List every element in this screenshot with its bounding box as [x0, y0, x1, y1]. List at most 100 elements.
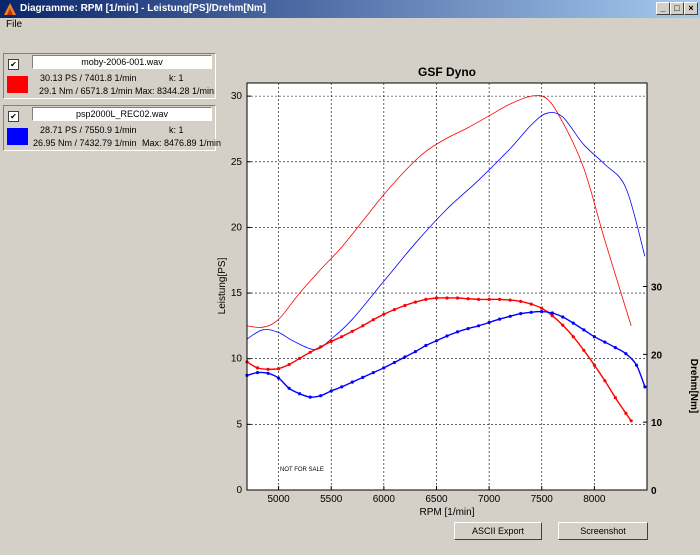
torque-curve-blue-point: [592, 335, 596, 339]
torque-curve-blue-point: [529, 310, 533, 314]
torque-curve-blue-point: [561, 315, 565, 319]
file-1-torque: 29.1 Nm / 6571.8 1/min: [39, 86, 133, 96]
menu-file[interactable]: File: [6, 19, 23, 30]
y2-tick-label: 30: [651, 283, 663, 294]
y-tick-label: 25: [231, 157, 243, 168]
file-panel-2: ✔ psp2000L_REC02.wav 28.71 PS / 7550.9 1…: [3, 105, 221, 151]
file-1-color-swatch[interactable]: [7, 76, 28, 93]
x-tick-label: 7500: [531, 494, 554, 505]
file-2-name[interactable]: psp2000L_REC02.wav: [32, 107, 212, 121]
torque-curve-red-point: [255, 366, 260, 370]
torque-curve-blue-point: [434, 339, 439, 343]
torque-curve-blue-point: [466, 327, 470, 331]
torque-curve-blue-point: [455, 330, 460, 334]
torque-curve-red-point: [403, 303, 407, 308]
torque-curve-blue-point: [392, 360, 396, 365]
screenshot-button[interactable]: Screenshot: [558, 522, 648, 540]
torque-curve-blue-point: [298, 392, 302, 396]
torque-curve-blue-point: [424, 343, 428, 348]
torque-curve-blue-point: [603, 340, 607, 344]
file-2-color-swatch[interactable]: [7, 128, 28, 145]
torque-curve-blue-point: [508, 314, 512, 318]
torque-curve-red-point: [592, 363, 596, 367]
torque-curve-red-point: [498, 297, 502, 301]
menu-bar: File: [0, 18, 700, 32]
plot-area: [247, 83, 647, 490]
y-tick-label: 0: [236, 485, 242, 496]
file-1-name[interactable]: moby-2006-001.wav: [32, 55, 212, 69]
y-tick-label: 20: [231, 222, 243, 233]
torque-curve-red-point: [582, 348, 586, 352]
torque-curve-blue-point: [519, 312, 523, 316]
power-curve-red: [246, 95, 632, 328]
torque-curve-red-point: [455, 296, 460, 300]
close-button[interactable]: ×: [684, 2, 698, 15]
torque-curve-red-point: [603, 379, 607, 383]
torque-curve-blue-point: [477, 324, 481, 328]
torque-curve-red-point: [424, 297, 428, 301]
torque-curve-blue-point: [582, 328, 586, 332]
torque-curve-blue-point: [287, 386, 291, 390]
x-tick-label: 5500: [320, 494, 343, 505]
torque-curve-red-point: [508, 298, 512, 302]
y-tick-label: 10: [231, 354, 243, 365]
torque-curve-blue-point: [371, 371, 375, 375]
power-curve-blue: [246, 112, 646, 350]
torque-curve-blue-point: [361, 375, 365, 379]
minimize-button[interactable]: _: [656, 2, 670, 15]
torque-curve-red-point: [266, 367, 270, 371]
y-tick-label: 30: [231, 91, 243, 102]
torque-curve-blue-point: [634, 363, 639, 367]
x-tick-label: 6500: [425, 494, 448, 505]
y2-tick-label: 10: [651, 418, 663, 429]
torque-curve-blue-point: [308, 395, 312, 399]
file-1-checkbox[interactable]: ✔: [8, 59, 19, 70]
torque-curve-blue-point: [571, 321, 575, 325]
file-1-k: k: 1: [169, 73, 184, 83]
torque-curve-red-point: [487, 297, 491, 301]
torque-curve-red-point: [571, 335, 575, 339]
torque-curve-blue-point: [413, 350, 417, 354]
window-title: Diagramme: RPM [1/min] - Leistung[PS]/Dr…: [20, 3, 267, 14]
torque-curve-blue-point: [382, 366, 386, 370]
torque-curve-blue-point: [550, 311, 554, 315]
torque-curve-red-point: [561, 323, 565, 327]
maximize-button[interactable]: □: [670, 2, 684, 15]
dyno-chart: 5000 5500 6000 6500 7000 7500 8000 0 5 10 15 20 25 30…: [217, 65, 699, 518]
chart-title: GSF Dyno: [418, 65, 476, 79]
y2-tick-label: 0: [651, 486, 657, 497]
watermark-text: NOT FOR SALE: [280, 467, 324, 473]
torque-curve-blue-point: [255, 371, 260, 375]
file-2-power: 28.71 PS / 7550.9 1/min: [40, 125, 137, 135]
y-tick-label: 15: [231, 288, 243, 299]
y-tick-label: 5: [236, 419, 242, 430]
file-2-checkbox[interactable]: ✔: [8, 111, 19, 122]
torque-curve-red-point: [466, 297, 470, 301]
torque-curve-red-point: [629, 419, 633, 423]
torque-curve-blue-point: [319, 394, 323, 398]
torque-curve-red-point: [350, 329, 354, 333]
torque-curve-blue-point: [350, 380, 354, 384]
torque-curve-red-point: [277, 367, 281, 371]
file-1-power: 30.13 PS / 7401.8 1/min: [40, 73, 137, 83]
torque-curve-red-point: [340, 335, 344, 339]
torque-curve-blue-point: [487, 320, 491, 325]
torque-curve-red-point: [392, 308, 396, 312]
torque-curve-blue-point: [340, 385, 344, 389]
torque-curve-red-point: [624, 411, 628, 415]
torque-curve-blue-point: [403, 355, 407, 359]
torque-curve-red-point: [529, 302, 533, 306]
torque-curve-red-point: [298, 356, 302, 360]
torque-curve-blue-point: [540, 310, 544, 314]
file-2-k: k: 1: [169, 125, 184, 135]
torque-curve-red-point: [519, 299, 523, 303]
x-tick-label: 8000: [583, 494, 606, 505]
torque-curve-red-point: [287, 362, 291, 367]
torque-curve-red-point: [319, 345, 323, 349]
torque-curve-red-point: [329, 339, 333, 343]
torque-curve-red-point: [413, 300, 417, 304]
ascii-export-button[interactable]: ASCII Export: [454, 522, 542, 540]
torque-curve-red-point: [308, 350, 312, 354]
file-1-max: Max: 8344.28 1/min: [135, 86, 215, 96]
torque-curve-red-point: [540, 306, 544, 310]
